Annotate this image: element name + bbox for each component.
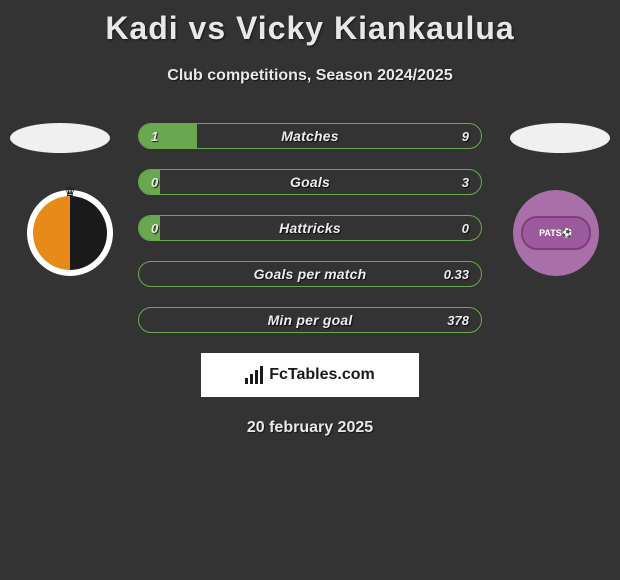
- stat-bar: 1 Matches 9: [138, 123, 482, 149]
- stat-bar: Min per goal 378: [138, 307, 482, 333]
- brand-badge[interactable]: FcTables.com: [201, 353, 419, 397]
- stat-bar: 0 Hattricks 0: [138, 215, 482, 241]
- stat-label: Hattricks: [139, 216, 481, 240]
- stat-label: Matches: [139, 124, 481, 148]
- stat-label: Goals per match: [139, 262, 481, 286]
- stat-label: Min per goal: [139, 308, 481, 332]
- stat-bars: 1 Matches 9 0 Goals 3 0 Hattricks 0 Goal…: [138, 123, 482, 333]
- club-badge-left: ♛: [27, 190, 113, 276]
- page-title: Kadi vs Vicky Kiankaulua: [0, 0, 620, 47]
- stat-label: Goals: [139, 170, 481, 194]
- stat-bar: 0 Goals 3: [138, 169, 482, 195]
- player-right-flag: [510, 123, 610, 153]
- stat-right-value: 0: [462, 216, 469, 240]
- subtitle: Club competitions, Season 2024/2025: [0, 67, 620, 85]
- date-label: 20 february 2025: [0, 419, 620, 437]
- bar-chart-icon: [245, 366, 263, 384]
- comparison-panel: ♛ PATS⚽ 1 Matches 9 0 Goals 3 0 Hattrick…: [0, 123, 620, 437]
- brand-label: FcTables.com: [269, 366, 375, 384]
- stat-right-value: 378: [447, 308, 469, 332]
- stat-right-value: 0.33: [444, 262, 469, 286]
- stat-right-value: 3: [462, 170, 469, 194]
- club-badge-right-label: PATS⚽: [521, 216, 591, 250]
- player-left-flag: [10, 123, 110, 153]
- stat-right-value: 9: [462, 124, 469, 148]
- club-badge-right: PATS⚽: [513, 190, 599, 276]
- stat-bar: Goals per match 0.33: [138, 261, 482, 287]
